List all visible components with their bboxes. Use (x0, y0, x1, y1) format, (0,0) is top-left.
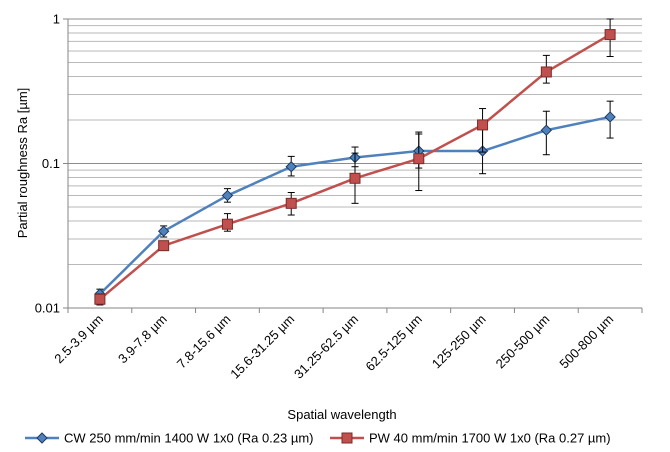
legend: CW 250 mm/min 1400 W 1x0 (Ra 0.23 µm) PW … (25, 431, 611, 446)
y-tick-labels: 0.01 0.1 1 (35, 12, 60, 316)
data-point-diamond (604, 111, 616, 123)
x-axis-label: Spatial wavelength (287, 407, 396, 422)
legend-item-1: CW 250 mm/min 1400 W 1x0 (Ra 0.23 µm) (25, 431, 314, 446)
legend-marker-square (341, 432, 353, 444)
data-point-square (94, 293, 106, 305)
data-point-diamond (285, 161, 297, 173)
y-axis-label: Partial roughness Ra [µm] (15, 88, 30, 239)
data-point-square (349, 172, 361, 184)
data-point-square (604, 29, 616, 41)
y-tick-label: 1 (53, 12, 60, 27)
data-point-square (540, 66, 552, 78)
data-point-square (221, 218, 233, 230)
legend-marker-diamond (36, 432, 48, 444)
y-tick-label: 0.1 (42, 156, 60, 171)
y-tick-label: 0.01 (35, 301, 60, 316)
series-layer (94, 18, 616, 306)
data-point-square (158, 240, 170, 252)
data-point-square (477, 119, 489, 131)
data-point-square (413, 153, 425, 165)
data-point-diamond (221, 189, 234, 202)
series-2 (94, 18, 616, 306)
legend-label: PW 40 mm/min 1700 W 1x0 (Ra 0.27 µm) (369, 431, 611, 446)
data-point-diamond (540, 124, 553, 136)
data-point-square (285, 197, 297, 209)
data-point-diamond (157, 225, 170, 237)
legend-item-2: PW 40 mm/min 1700 W 1x0 (Ra 0.27 µm) (330, 431, 611, 446)
legend-label: CW 250 mm/min 1400 W 1x0 (Ra 0.23 µm) (64, 431, 314, 446)
axes (63, 18, 643, 313)
